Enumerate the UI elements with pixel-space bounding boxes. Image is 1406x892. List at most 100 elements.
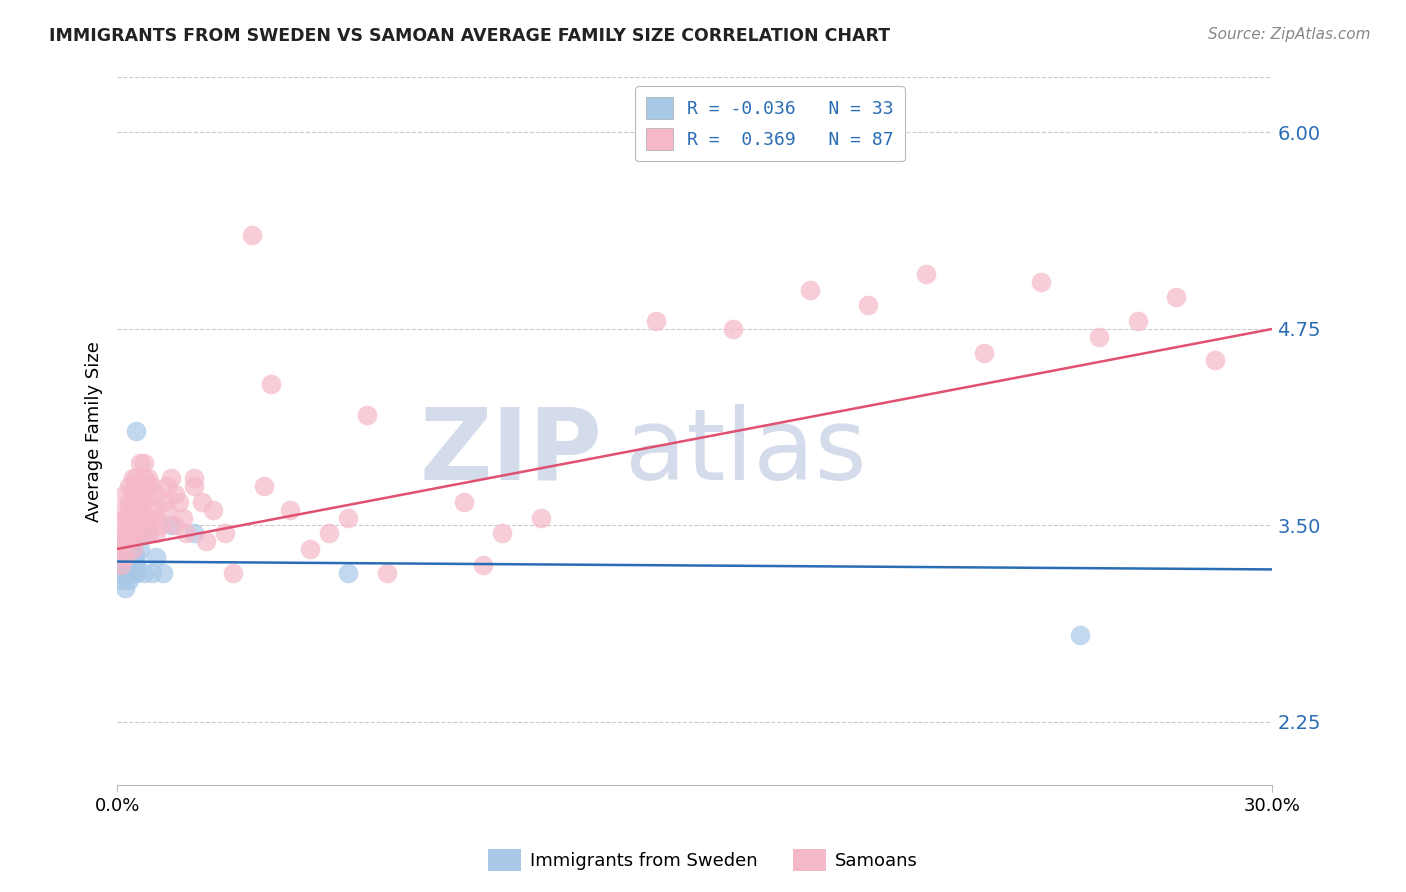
Point [337,566,360,580]
Point [191,495,214,509]
Point [118,549,141,564]
Text: Source: ZipAtlas.com: Source: ZipAtlas.com [1208,27,1371,42]
Point [121,549,143,564]
Point [121,526,143,541]
Point [110,558,132,572]
Point [129,456,152,470]
Point [260,376,283,391]
Point [280,502,302,516]
Point [129,541,152,556]
Point [148,518,170,533]
Point [125,558,148,572]
Point [125,471,148,485]
Point [156,479,179,493]
Point [134,487,156,501]
Point [125,479,148,493]
Point [1031,275,1053,289]
Point [1126,314,1149,328]
Text: ZIP: ZIP [419,404,602,500]
Point [110,502,132,516]
Point [167,495,190,509]
Point [799,283,821,297]
Text: atlas: atlas [626,404,868,500]
Point [145,487,167,501]
Point [145,510,167,524]
Point [645,314,668,328]
Point [183,479,205,493]
Point [129,510,152,524]
Point [152,566,174,580]
Point [129,487,152,501]
Point [1088,330,1111,344]
Point [134,495,156,509]
Point [1069,628,1091,642]
Point [121,526,143,541]
Point [114,549,136,564]
Point [202,502,225,516]
Point [110,558,132,572]
Point [114,510,136,524]
Point [1204,353,1226,368]
Point [129,526,152,541]
Point [134,456,156,470]
Point [134,526,156,541]
Point [121,558,143,572]
Point [214,526,236,541]
Y-axis label: Average Family Size: Average Family Size [86,341,103,522]
Point [136,510,159,524]
Point [125,495,148,509]
Point [114,534,136,549]
Point [125,424,148,438]
Point [114,549,136,564]
Point [856,298,879,312]
Point [136,526,159,541]
Point [160,518,183,533]
Point [183,526,205,541]
Point [222,566,245,580]
Point [298,541,321,556]
Point [172,510,194,524]
Point [973,345,995,359]
Point [134,471,156,485]
Point [121,541,143,556]
Point [110,541,132,556]
Point [136,471,159,485]
Point [118,502,141,516]
Point [118,510,141,524]
Point [141,502,163,516]
Point [121,471,143,485]
Point [356,409,378,423]
Point [125,502,148,516]
Point [375,566,398,580]
Text: IMMIGRANTS FROM SWEDEN VS SAMOAN AVERAGE FAMILY SIZE CORRELATION CHART: IMMIGRANTS FROM SWEDEN VS SAMOAN AVERAGE… [49,27,890,45]
Point [156,502,179,516]
Point [194,534,217,549]
Point [114,487,136,501]
Point [129,495,152,509]
Point [129,526,152,541]
Point [163,518,186,533]
Point [118,541,141,556]
Point [121,487,143,501]
Point [118,534,141,549]
Point [183,471,205,485]
Point [530,510,553,524]
Point [121,541,143,556]
Point [110,518,132,533]
Legend: Immigrants from Sweden, Samoans: Immigrants from Sweden, Samoans [481,842,925,879]
Point [472,558,495,572]
Point [110,566,132,580]
Point [118,518,141,533]
Point [118,479,141,493]
Point [318,526,340,541]
Point [152,495,174,509]
Point [240,227,263,242]
Point [121,566,143,580]
Point [118,558,141,572]
Point [118,566,141,580]
Point [160,471,183,485]
Point [121,502,143,516]
Point [141,566,163,580]
Point [114,566,136,580]
Point [114,526,136,541]
